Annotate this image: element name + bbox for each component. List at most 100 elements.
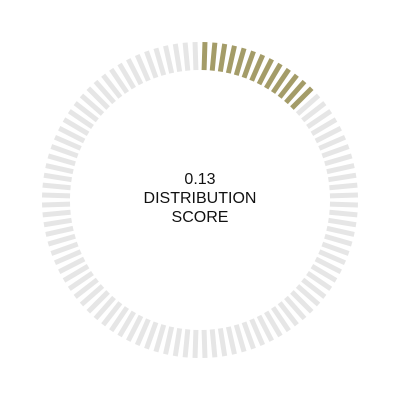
- gauge-segment-filled: [217, 43, 228, 72]
- gauge-segment-empty: [109, 67, 129, 94]
- gauge-segment-empty: [326, 225, 355, 237]
- gauge-segment-empty: [324, 233, 353, 247]
- gauge-segment-empty: [326, 163, 355, 175]
- gauge-segment-empty: [264, 310, 283, 338]
- gauge-segment-empty: [271, 306, 291, 333]
- gauge-segment-empty: [290, 290, 314, 314]
- gauge-segment-empty: [217, 328, 228, 357]
- gauge-segment-empty: [225, 326, 237, 355]
- gauge-segment-filled: [256, 58, 274, 86]
- gauge-segment-empty: [329, 192, 358, 199]
- gauge-segment-empty: [329, 201, 358, 208]
- gauge-segment-empty: [45, 225, 74, 237]
- gauge-segment-filled: [233, 47, 247, 76]
- gauge-segment-filled: [264, 62, 283, 90]
- gauge-segment-empty: [93, 295, 116, 321]
- gauge-segment-empty: [42, 182, 71, 191]
- gauge-segment-empty: [42, 192, 71, 199]
- score-label-line-2: SCORE: [171, 209, 229, 226]
- gauge-segment-empty: [53, 134, 82, 151]
- gauge-segment-empty: [117, 310, 136, 338]
- score-value: 0.13: [184, 171, 216, 188]
- gauge-segment-filled: [201, 42, 208, 71]
- gauge-segment-empty: [67, 109, 94, 129]
- gauge-segment-empty: [329, 209, 358, 218]
- gauge-segment-empty: [256, 314, 274, 342]
- gauge-segment-empty: [86, 290, 110, 314]
- gauge-segment-empty: [172, 43, 183, 72]
- gauge-segment-empty: [314, 126, 342, 144]
- gauge-segment-empty: [324, 153, 353, 167]
- gauge-segment-empty: [144, 321, 159, 350]
- gauge-segment-empty: [93, 79, 116, 105]
- gauge-segment-empty: [101, 73, 123, 99]
- gauge-segment-empty: [62, 117, 90, 136]
- gauge-segment-filled: [271, 67, 291, 94]
- gauge-segment-empty: [192, 42, 199, 71]
- gauge-segment-empty: [233, 324, 247, 353]
- gauge-segment-empty: [314, 256, 342, 274]
- gauge-center-label: 0.13 DISTRIBUTION SCORE: [100, 170, 300, 227]
- gauge-segment-empty: [310, 264, 338, 283]
- gauge-segment-filled: [209, 42, 218, 71]
- gauge-segment-empty: [318, 249, 347, 266]
- gauge-segment-empty: [153, 324, 167, 353]
- gauge-segment-empty: [163, 326, 175, 355]
- gauge-segment-empty: [249, 318, 266, 347]
- gauge-segment-empty: [182, 329, 191, 358]
- gauge-segment-filled: [290, 86, 314, 110]
- gauge-segment-empty: [321, 241, 350, 256]
- gauge-segment-empty: [295, 284, 321, 307]
- gauge-segment-filled: [225, 45, 237, 74]
- gauge-segment-empty: [50, 241, 79, 256]
- gauge-segment-empty: [67, 271, 94, 291]
- gauge-segment-empty: [43, 217, 72, 228]
- gauge-segment-empty: [73, 101, 99, 123]
- gauge-segment-empty: [126, 58, 144, 86]
- gauge-segment-empty: [45, 163, 74, 175]
- gauge-segment-empty: [241, 321, 256, 350]
- gauge-segment-empty: [79, 284, 105, 307]
- gauge-segment-filled: [241, 50, 256, 79]
- gauge-segment-empty: [192, 329, 199, 358]
- gauge-segment-empty: [172, 328, 183, 357]
- gauge-segment-empty: [109, 306, 129, 333]
- gauge-segment-empty: [328, 172, 357, 183]
- gauge-segment-empty: [62, 264, 90, 283]
- gauge-segment-empty: [295, 93, 321, 116]
- gauge-segment-empty: [182, 42, 191, 71]
- gauge-segment-empty: [42, 201, 71, 208]
- gauge-segment-empty: [301, 277, 327, 299]
- gauge-segment-empty: [163, 45, 175, 74]
- gauge-segment-empty: [50, 144, 79, 159]
- gauge-segment-empty: [284, 295, 307, 321]
- gauge-segment-empty: [86, 86, 110, 110]
- score-label-line-1: DISTRIBUTION: [143, 190, 257, 207]
- gauge-segment-empty: [58, 126, 86, 144]
- gauge-segment-empty: [318, 134, 347, 151]
- gauge-segment-empty: [201, 329, 208, 358]
- gauge-segment-empty: [47, 233, 76, 247]
- gauge-segment-empty: [301, 101, 327, 123]
- gauge-segment-empty: [134, 318, 151, 347]
- gauge-segment-empty: [53, 249, 82, 266]
- gauge-segment-empty: [153, 47, 167, 76]
- gauge-segment-empty: [321, 144, 350, 159]
- gauge-segment-filled: [284, 79, 307, 105]
- gauge-segment-empty: [277, 301, 299, 327]
- gauge-segment-empty: [306, 271, 333, 291]
- gauge-segment-empty: [329, 182, 358, 191]
- gauge-segment-empty: [328, 217, 357, 228]
- gauge-segment-empty: [306, 109, 333, 129]
- gauge-segment-empty: [209, 329, 218, 358]
- gauge-segment-empty: [58, 256, 86, 274]
- gauge-segment-filled: [249, 53, 266, 82]
- gauge-segment-empty: [134, 53, 151, 82]
- gauge-segment-empty: [310, 117, 338, 136]
- gauge-segment-empty: [101, 301, 123, 327]
- gauge-segment-empty: [79, 93, 105, 116]
- gauge-segment-empty: [43, 172, 72, 183]
- gauge-segment-empty: [126, 314, 144, 342]
